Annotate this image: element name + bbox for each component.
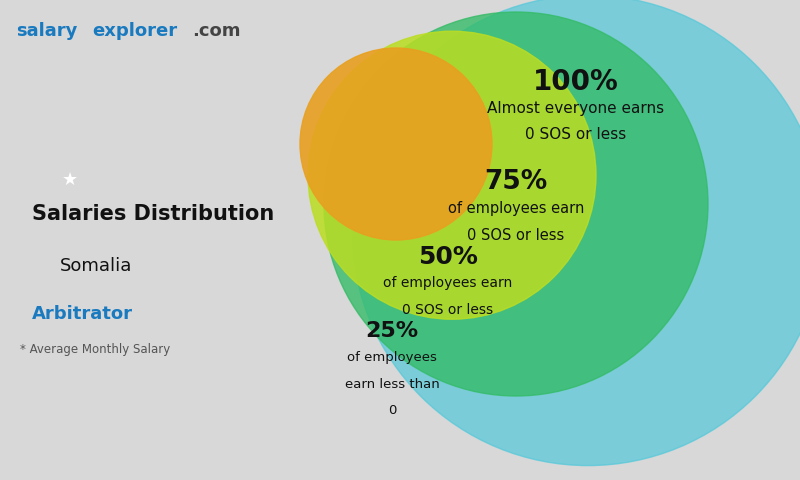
Text: of employees earn: of employees earn (448, 201, 584, 216)
Ellipse shape (324, 12, 708, 396)
Text: 0 SOS or less: 0 SOS or less (402, 302, 494, 317)
Text: 100%: 100% (533, 68, 619, 96)
Text: 75%: 75% (484, 169, 548, 195)
Text: explorer: explorer (92, 22, 177, 40)
Text: 25%: 25% (366, 321, 418, 341)
Text: * Average Monthly Salary: * Average Monthly Salary (20, 343, 170, 356)
Text: Somalia: Somalia (60, 257, 132, 275)
Text: salary: salary (16, 22, 78, 40)
Ellipse shape (352, 0, 800, 466)
Text: 50%: 50% (418, 245, 478, 269)
Text: 0 SOS or less: 0 SOS or less (526, 127, 626, 142)
Text: ★: ★ (62, 171, 78, 189)
Text: .com: .com (192, 22, 241, 40)
Text: 0 SOS or less: 0 SOS or less (467, 228, 565, 243)
Ellipse shape (308, 31, 596, 319)
Text: of employees: of employees (347, 351, 437, 364)
Ellipse shape (300, 48, 492, 240)
Text: Arbitrator: Arbitrator (32, 305, 133, 323)
Text: of employees earn: of employees earn (383, 276, 513, 290)
Text: Almost everyone earns: Almost everyone earns (487, 100, 665, 116)
Text: 0: 0 (388, 404, 396, 417)
Text: Salaries Distribution: Salaries Distribution (32, 204, 274, 224)
Text: earn less than: earn less than (345, 377, 439, 391)
